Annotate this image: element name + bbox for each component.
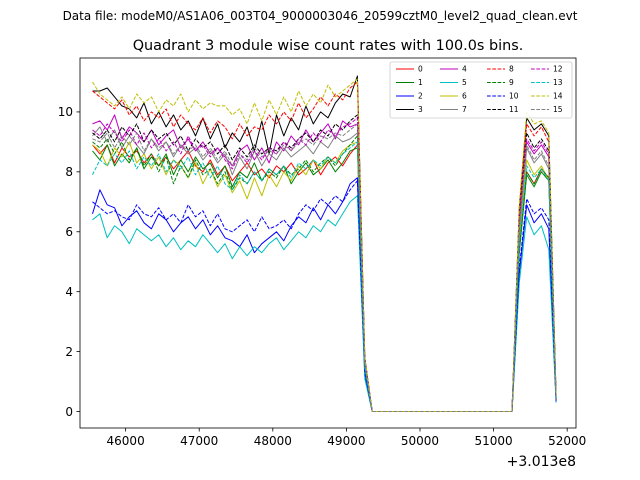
legend-label: 5 — [462, 78, 467, 87]
series-line-11 — [92, 114, 557, 412]
y-tick-label: 0 — [65, 405, 73, 419]
legend-label: 6 — [462, 92, 467, 101]
legend-label: 15 — [553, 105, 563, 114]
y-tick-label: 10 — [58, 105, 73, 119]
legend-label: 11 — [509, 105, 519, 114]
chart-title: Quadrant 3 module wise count rates with … — [133, 38, 524, 54]
y-axis-ticks: 0 2 4 6 8 10 — [58, 105, 80, 419]
x-tick-label: 51000 — [474, 434, 512, 448]
axes-frame — [79, 57, 577, 429]
y-tick-label: 4 — [65, 285, 73, 299]
y-tick-label: 8 — [65, 165, 73, 179]
x-tick-label: 46000 — [107, 434, 145, 448]
series-line-15 — [92, 123, 557, 412]
series-layer — [92, 75, 557, 412]
legend-frame — [389, 61, 573, 119]
legend-label: 4 — [462, 65, 467, 74]
x-axis-offset-label: +3.013e8 — [507, 454, 576, 470]
x-tick-label: 52000 — [548, 434, 586, 448]
legend-label: 0 — [418, 65, 423, 74]
y-tick-label: 6 — [65, 225, 73, 239]
legend-label: 9 — [509, 78, 514, 87]
legend-label: 3 — [418, 105, 423, 114]
legend-label: 7 — [462, 105, 467, 114]
x-axis-ticks: 46000 47000 48000 49000 50000 51000 52000 — [107, 428, 586, 448]
legend-label: 12 — [553, 65, 563, 74]
legend-label: 8 — [509, 65, 514, 74]
legend-label: 13 — [553, 78, 563, 87]
legend-label: 14 — [553, 92, 563, 101]
x-tick-label: 49000 — [327, 434, 365, 448]
suptitle: Data file: modeM0/AS1A06_003T04_90000030… — [63, 9, 578, 23]
legend-label: 1 — [418, 78, 423, 87]
x-tick-label: 50000 — [401, 434, 439, 448]
series-line-12 — [92, 117, 557, 412]
legend-label: 10 — [509, 92, 519, 101]
x-tick-label: 48000 — [254, 434, 292, 448]
y-tick-label: 2 — [65, 345, 73, 359]
legend-label: 2 — [418, 92, 423, 101]
axes-layer — [79, 57, 577, 429]
x-tick-label: 47000 — [180, 434, 218, 448]
